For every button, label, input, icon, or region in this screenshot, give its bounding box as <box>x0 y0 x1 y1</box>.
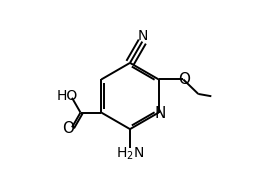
Text: H$_2$N: H$_2$N <box>116 145 144 161</box>
Text: N: N <box>154 106 166 121</box>
Text: HO: HO <box>57 89 78 103</box>
Text: N: N <box>138 29 148 43</box>
Text: O: O <box>63 121 75 136</box>
Text: O: O <box>178 72 190 87</box>
